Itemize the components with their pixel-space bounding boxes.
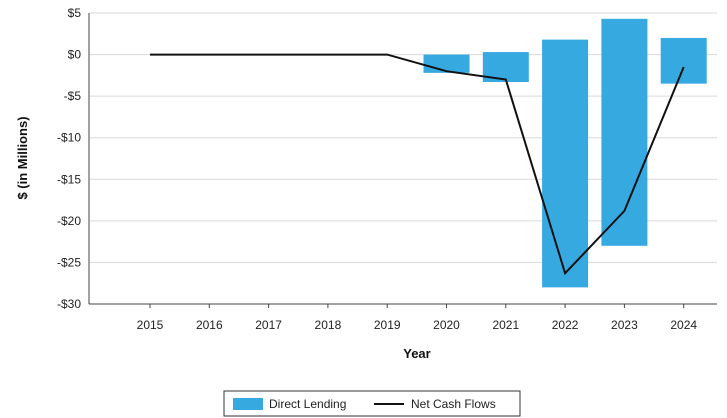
y-tick-label: -$20 [57, 214, 81, 228]
x-tick-label: 2024 [670, 318, 697, 332]
x-tick-label: 2016 [196, 318, 223, 332]
legend-label-direct-lending: Direct Lending [269, 397, 346, 411]
y-tick-label: -$15 [57, 172, 81, 186]
x-tick-label: 2019 [374, 318, 401, 332]
y-tick-label: $5 [68, 6, 82, 20]
legend-swatch-direct-lending [233, 398, 263, 410]
bars [423, 18, 707, 288]
y-tick-label: $0 [68, 48, 82, 62]
direct-lending-bar [423, 54, 470, 73]
x-tick-label: 2017 [255, 318, 282, 332]
x-tick-label: 2018 [315, 318, 342, 332]
x-tick-label: 2020 [433, 318, 460, 332]
x-tick-label: 2015 [137, 318, 164, 332]
y-axis-title: $ (in Millions) [15, 116, 30, 199]
x-tick-label: 2023 [611, 318, 638, 332]
legend-box [223, 390, 521, 417]
x-axis-title: Year [403, 346, 430, 361]
legend-label-net-cash-flows: Net Cash Flows [411, 397, 496, 411]
x-tick-label: 2021 [492, 318, 519, 332]
legend: Direct Lending Net Cash Flows [223, 390, 521, 417]
x-tick-labels: 2015 2016 2017 2018 2019 2020 2021 2022 2023 2024 [137, 304, 697, 332]
y-tick-label: -$5 [64, 89, 82, 103]
direct-lending-bar [601, 18, 648, 246]
direct-lending-bar [542, 39, 589, 288]
y-tick-label: -$30 [57, 297, 81, 311]
lines [150, 53, 685, 276]
x-tick-label: 2022 [552, 318, 579, 332]
y-tick-label: -$10 [57, 131, 81, 145]
y-tick-labels: $5 $0 -$5 -$10 -$15 -$20 -$25 -$30 [57, 6, 81, 311]
y-tick-label: -$25 [57, 255, 81, 269]
axes [88, 13, 717, 305]
net-cash-flows-line [150, 53, 685, 276]
direct-lending-bar [660, 37, 707, 84]
